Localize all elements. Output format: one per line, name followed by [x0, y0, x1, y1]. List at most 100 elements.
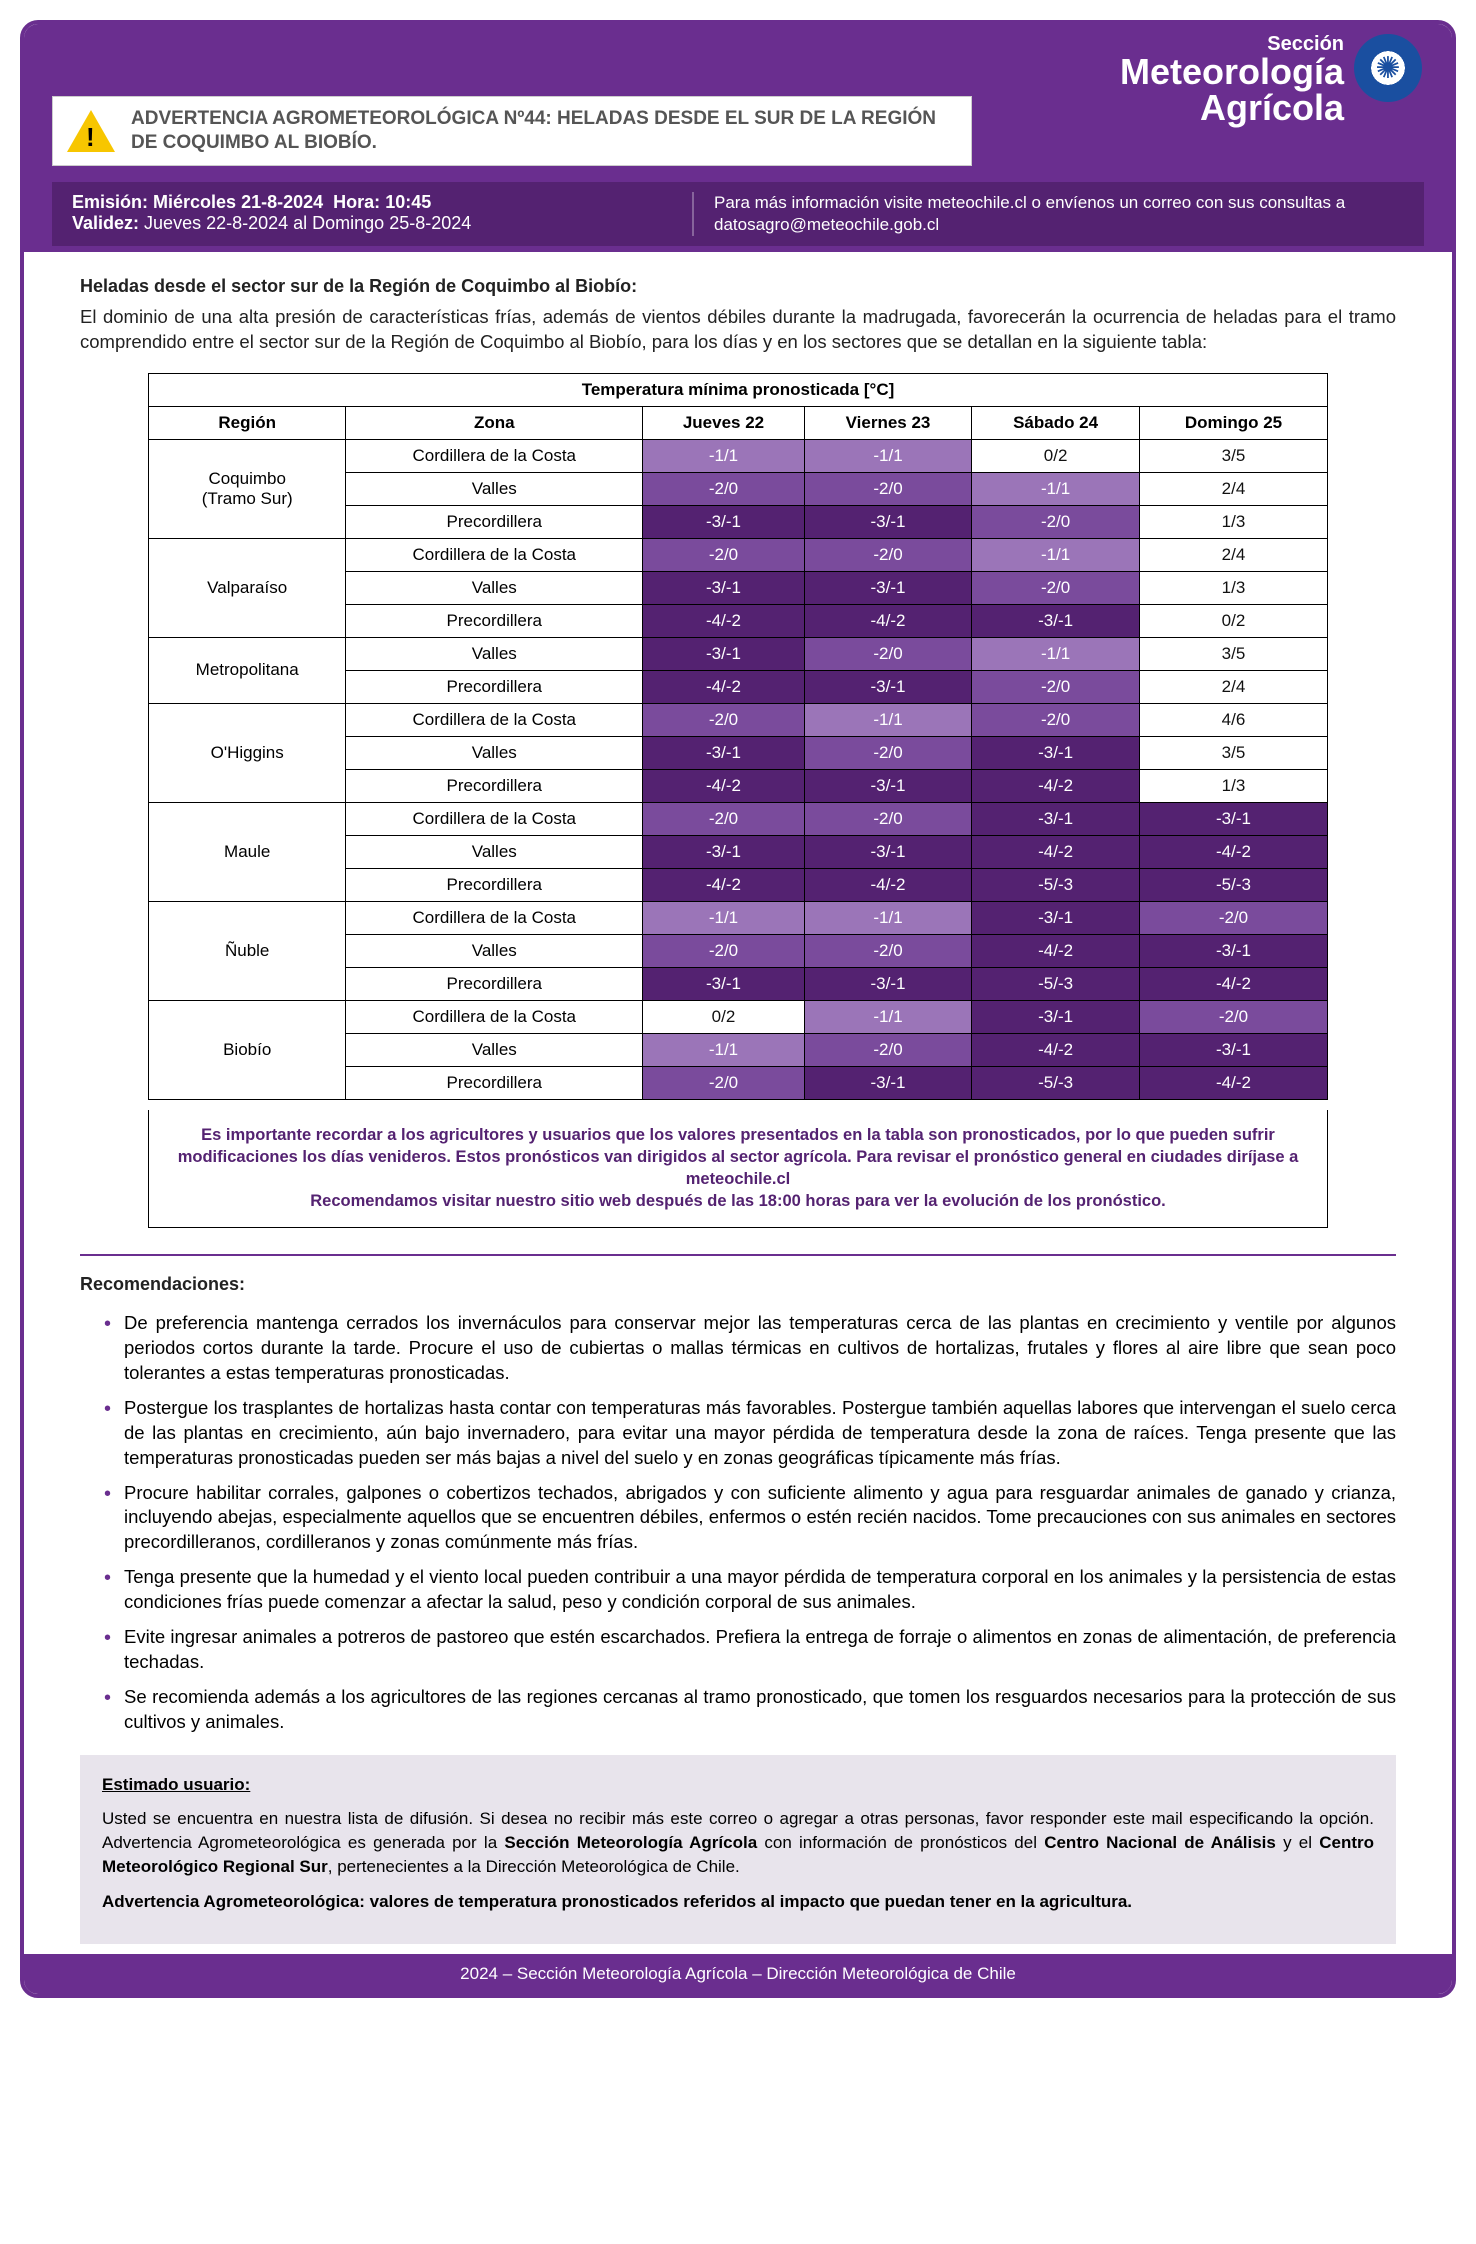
subtitle: Heladas desde el sector sur de la Región…	[80, 276, 1396, 297]
col-header: Región	[149, 406, 346, 439]
val-cell: -2/0	[804, 637, 971, 670]
rec-item: Procure habilitar corrales, galpones o c…	[104, 1481, 1396, 1556]
col-header: Sábado 24	[972, 406, 1140, 439]
val-cell: -2/0	[643, 538, 805, 571]
val-cell: -2/0	[804, 472, 971, 505]
region-cell: Valparaíso	[149, 538, 346, 637]
hour-label: Hora:	[333, 192, 380, 212]
val-cell: -3/-1	[972, 901, 1140, 934]
user-box-p2: Advertencia Agrometeorológica: valores d…	[102, 1890, 1374, 1914]
page: Sección Meteorología Agrícola ✺ ADVERTEN…	[20, 20, 1456, 1998]
section-block: Sección Meteorología Agrícola	[1120, 34, 1344, 126]
val-cell: -4/-2	[1140, 1066, 1328, 1099]
val-cell: -1/1	[804, 1000, 971, 1033]
val-cell: -3/-1	[643, 637, 805, 670]
user-box: Estimado usuario: Usted se encuentra en …	[80, 1755, 1396, 1944]
val-cell: -1/1	[804, 439, 971, 472]
val-cell: -3/-1	[1140, 802, 1328, 835]
val-cell: -1/1	[643, 901, 805, 934]
col-header: Zona	[346, 406, 643, 439]
table-row: Coquimbo(Tramo Sur)Cordillera de la Cost…	[149, 439, 1328, 472]
val-cell: -2/0	[643, 472, 805, 505]
val-cell: -4/-2	[643, 670, 805, 703]
zone-cell: Cordillera de la Costa	[346, 439, 643, 472]
zone-cell: Cordillera de la Costa	[346, 901, 643, 934]
table-note-2: Recomendamos visitar nuestro sitio web d…	[171, 1190, 1305, 1212]
val-cell: -5/-3	[972, 868, 1140, 901]
val-cell: -3/-1	[643, 505, 805, 538]
val-cell: -4/-2	[1140, 835, 1328, 868]
rec-title: Recomendaciones:	[80, 1274, 1396, 1295]
header: Sección Meteorología Agrícola ✺ ADVERTEN…	[24, 24, 1452, 252]
table-title: Temperatura mínima pronosticada [°C]	[149, 373, 1328, 406]
val-cell: -2/0	[804, 934, 971, 967]
val-cell: -3/-1	[804, 835, 971, 868]
val-cell: -4/-2	[643, 604, 805, 637]
user-box-p1: Usted se encuentra en nuestra lista de d…	[102, 1807, 1374, 1878]
val-cell: -3/-1	[972, 802, 1140, 835]
val-cell: -2/0	[643, 703, 805, 736]
section-title-1: Meteorología	[1120, 54, 1344, 90]
rec-item: De preferencia mantenga cerrados los inv…	[104, 1311, 1396, 1386]
val-cell: -1/1	[972, 538, 1140, 571]
body: Heladas desde el sector sur de la Región…	[24, 252, 1452, 1955]
val-cell: -3/-1	[1140, 934, 1328, 967]
zone-cell: Cordillera de la Costa	[346, 1000, 643, 1033]
val-cell: -4/-2	[804, 604, 971, 637]
emission-label: Emisión:	[72, 192, 148, 212]
zone-cell: Cordillera de la Costa	[346, 802, 643, 835]
val-cell: -2/0	[804, 736, 971, 769]
val-cell: -2/0	[972, 505, 1140, 538]
zone-cell: Precordillera	[346, 769, 643, 802]
val-cell: 0/2	[643, 1000, 805, 1033]
col-header: Domingo 25	[1140, 406, 1328, 439]
rec-item: Evite ingresar animales a potreros de pa…	[104, 1625, 1396, 1675]
zone-cell: Precordillera	[346, 967, 643, 1000]
val-cell: -2/0	[972, 670, 1140, 703]
rec-list: De preferencia mantenga cerrados los inv…	[80, 1311, 1396, 1736]
val-cell: 1/3	[1140, 505, 1328, 538]
user-box-title: Estimado usuario:	[102, 1773, 1374, 1797]
val-cell: -3/-1	[1140, 1033, 1328, 1066]
val-cell: -2/0	[804, 1033, 971, 1066]
table-note: Es importante recordar a los agricultore…	[148, 1110, 1328, 1228]
val-cell: -3/-1	[804, 1066, 971, 1099]
val-cell: 3/5	[1140, 736, 1328, 769]
val-cell: -2/0	[1140, 1000, 1328, 1033]
zone-cell: Valles	[346, 571, 643, 604]
zone-cell: Precordillera	[346, 1066, 643, 1099]
val-cell: -3/-1	[804, 670, 971, 703]
col-header: Viernes 23	[804, 406, 971, 439]
val-cell: -1/1	[972, 472, 1140, 505]
section-title-2: Agrícola	[1120, 90, 1344, 126]
val-cell: -3/-1	[643, 736, 805, 769]
col-header: Jueves 22	[643, 406, 805, 439]
val-cell: -3/-1	[804, 967, 971, 1000]
zone-cell: Valles	[346, 637, 643, 670]
rec-item: Tenga presente que la humedad y el vient…	[104, 1565, 1396, 1615]
zone-cell: Precordillera	[346, 868, 643, 901]
val-cell: -2/0	[1140, 901, 1328, 934]
val-cell: -3/-1	[972, 1000, 1140, 1033]
warning-icon	[67, 110, 115, 152]
val-cell: -1/1	[804, 703, 971, 736]
val-cell: -4/-2	[643, 769, 805, 802]
emission-value: Miércoles 21-8-2024	[153, 192, 323, 212]
val-cell: 2/4	[1140, 538, 1328, 571]
val-cell: -3/-1	[643, 835, 805, 868]
zone-cell: Precordillera	[346, 604, 643, 637]
hour-value: 10:45	[385, 192, 431, 212]
table-row: MauleCordillera de la Costa-2/0-2/0-3/-1…	[149, 802, 1328, 835]
val-cell: -5/-3	[972, 1066, 1140, 1099]
val-cell: -3/-1	[643, 967, 805, 1000]
val-cell: -1/1	[972, 637, 1140, 670]
zone-cell: Precordillera	[346, 505, 643, 538]
val-cell: 1/3	[1140, 571, 1328, 604]
val-cell: -4/-2	[972, 835, 1140, 868]
footer: 2024 – Sección Meteorología Agrícola – D…	[24, 1954, 1452, 1994]
val-cell: -4/-2	[972, 1033, 1140, 1066]
intro: El dominio de una alta presión de caract…	[80, 305, 1396, 355]
zone-cell: Cordillera de la Costa	[346, 703, 643, 736]
val-cell: -3/-1	[972, 604, 1140, 637]
val-cell: -3/-1	[804, 769, 971, 802]
